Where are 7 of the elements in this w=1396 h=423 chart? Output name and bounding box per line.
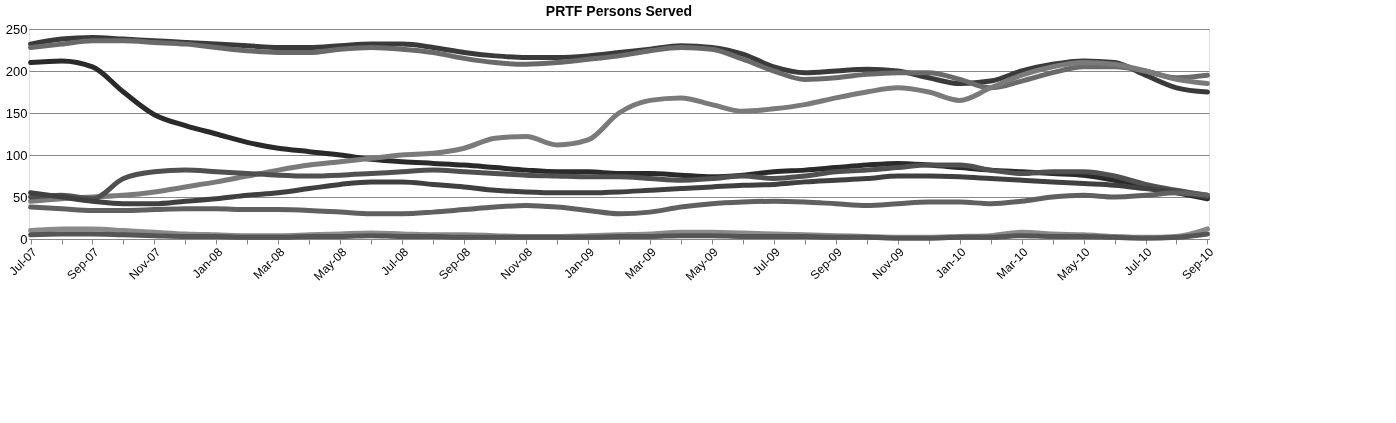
y-tick-label: 150	[5, 105, 28, 121]
y-tick-label: 250	[5, 21, 28, 37]
y-tick-label: 200	[5, 63, 28, 79]
y-tick-label: 100	[5, 147, 28, 163]
y-tick-label: 0	[20, 231, 28, 247]
y-tick-label: 50	[13, 189, 28, 205]
chart-title: PRTF Persons Served	[545, 3, 693, 19]
